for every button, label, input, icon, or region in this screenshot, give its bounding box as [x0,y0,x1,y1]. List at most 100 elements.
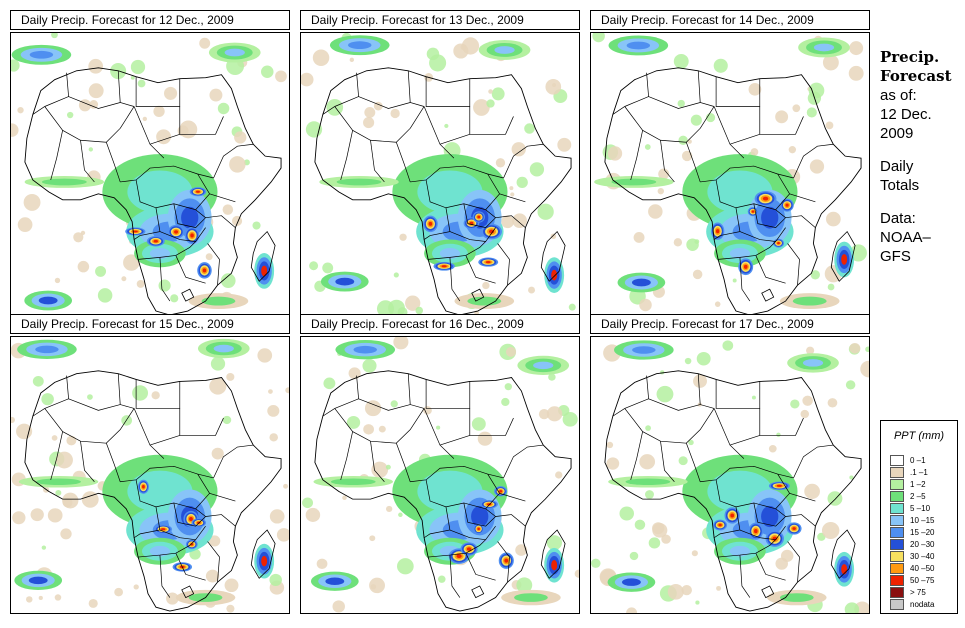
legend-swatch [890,599,904,610]
rain-cell [369,535,376,542]
rain-cell [714,301,721,307]
country-border [755,255,786,284]
precip-map [300,336,580,614]
country-border [787,243,800,286]
rain-cell [66,111,74,119]
rain-cell [648,204,663,219]
rain-cell [66,435,77,446]
rain-band [779,593,814,602]
country-border [469,106,514,135]
country-border [713,106,745,159]
rain-cell [648,537,661,549]
rain-cell [269,573,282,586]
rain-band [761,505,779,528]
precip-map [590,32,870,318]
rain-cell [667,584,684,600]
rain-band [149,545,171,557]
rain-cell [276,528,289,542]
rain-band [477,527,480,531]
country-border [739,525,786,541]
rain-band [504,558,509,563]
legend-label: 40 –50 [910,564,935,573]
rain-cell [332,600,345,613]
rain-cell [677,99,685,108]
legend-item: 2 –5 [890,491,926,502]
legend-swatch [890,455,904,466]
rain-band [153,239,158,243]
rain-cell [750,148,759,156]
country-border [759,106,804,135]
country-border [213,143,254,179]
rain-cell [132,385,149,401]
country-border [44,106,135,143]
legend-swatch [890,527,904,538]
rain-band [149,247,171,259]
rain-cell [158,279,171,292]
rain-cell [488,89,493,94]
rain-band [533,361,554,370]
country-border [340,431,353,480]
rain-cell [121,276,127,282]
rain-cell [780,549,794,562]
rain-band [494,46,515,54]
rain-cell [25,596,33,603]
country-border [68,96,121,109]
rain-cell [88,147,94,152]
country-border [463,502,497,527]
rain-band [190,233,194,238]
rain-cell [515,544,528,556]
rain-cell [269,509,285,524]
legend-item: 40 –50 [890,563,934,574]
country-border [370,441,385,482]
rain-cell [626,607,638,613]
legend-swatch [890,467,904,478]
rain-cell [17,217,33,232]
rain-band [325,577,345,586]
island-outline [540,230,566,282]
rain-band [761,206,779,229]
rain-cell [821,521,840,539]
country-border [395,142,411,183]
rain-cell [516,577,533,593]
rain-cell [656,385,674,403]
legend-item: 20 –30 [890,539,934,550]
country-border [425,179,500,211]
country-border [793,444,834,479]
rain-cell [323,377,336,390]
rain-cell [681,150,693,162]
country-border [729,133,760,145]
rain-cell [678,135,688,146]
country-border [487,173,526,203]
rain-cell [229,156,246,173]
country-border [713,408,745,459]
rain-band [485,261,491,264]
africa-coastline [604,370,862,612]
precip-map [300,32,580,318]
country-border [739,227,786,242]
legend-item: 5 –10 [890,503,930,514]
africa-coastline [604,67,862,316]
rain-band [38,296,58,305]
rain-cell [495,158,506,168]
rain-cell [349,57,355,63]
rain-band [35,345,59,354]
rain-cell [390,400,398,408]
rain-cell [606,441,614,449]
country-border [425,76,471,107]
rain-cell [55,451,73,469]
rain-band [467,296,502,306]
country-border [685,142,701,183]
legend-item: > 75 [890,587,926,598]
country-border [630,431,643,480]
rain-cell [645,425,651,431]
country-border [205,215,236,228]
rain-cell [47,508,63,523]
legend-swatch [890,491,904,502]
country-border [135,179,210,211]
rain-cell [732,278,737,283]
country-border [729,435,760,446]
africa-coastline [314,67,572,316]
rain-cell [461,37,480,55]
caption-source-line3: GFS [880,248,911,265]
rain-band [777,242,780,245]
